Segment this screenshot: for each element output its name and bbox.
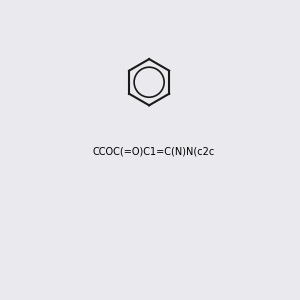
Text: CCOC(=O)C1=C(N)N(c2c: CCOC(=O)C1=C(N)N(c2c: [93, 146, 215, 157]
